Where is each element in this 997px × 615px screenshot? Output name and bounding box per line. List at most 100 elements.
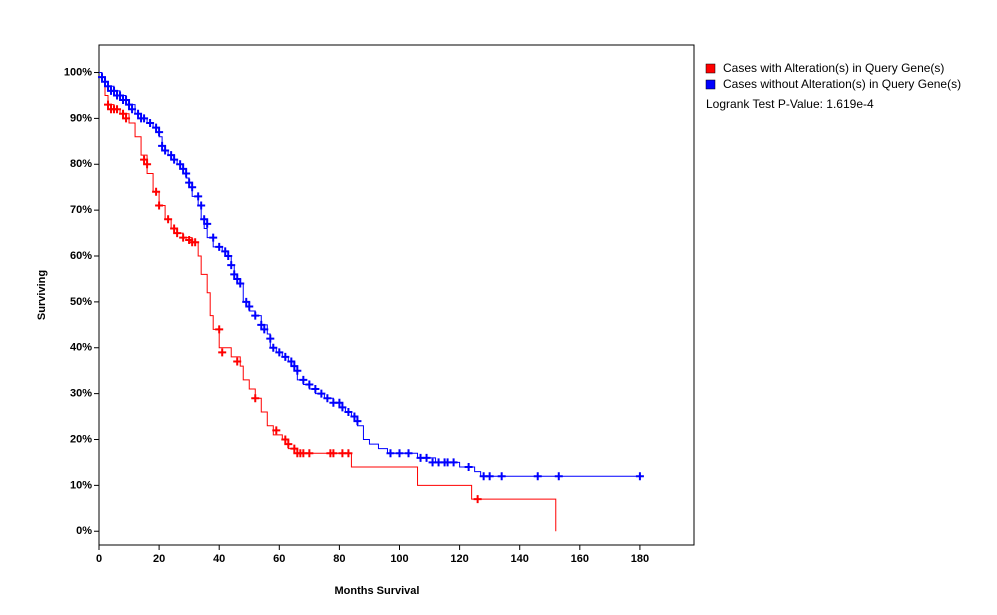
y-axis-title: Surviving (36, 270, 48, 320)
censor-mark (122, 114, 131, 123)
censor-mark (188, 183, 197, 192)
y-tick-label: 10% (70, 479, 92, 491)
censor-mark (497, 472, 506, 481)
censor-mark (386, 449, 395, 458)
censor-mark (344, 407, 353, 416)
censor-mark (335, 398, 344, 407)
x-tick-label: 140 (511, 553, 529, 565)
x-tick-label: 60 (273, 553, 285, 565)
censor-mark (185, 178, 194, 187)
censor-mark (200, 215, 209, 224)
censor-mark (119, 109, 128, 118)
x-tick-label: 20 (153, 553, 165, 565)
x-axis-title: Months Survival (335, 585, 420, 597)
logrank-annotation: Logrank Test P-Value: 1.619e-4 (706, 97, 874, 111)
censor-mark (233, 274, 242, 283)
censor-mark (170, 224, 179, 233)
censor-mark (221, 247, 230, 256)
censor-mark (251, 311, 260, 320)
censor-mark (260, 325, 269, 334)
censor-mark (305, 449, 314, 458)
censor-mark (242, 297, 251, 306)
censor-mark (98, 73, 107, 82)
censor-mark (236, 279, 245, 288)
censor-mark (290, 444, 299, 453)
y-tick-label: 50% (70, 296, 92, 308)
censor-mark (122, 96, 131, 105)
censor-mark (176, 160, 185, 169)
legend-label: Cases without Alteration(s) in Query Gen… (723, 77, 961, 91)
censor-mark (197, 201, 206, 210)
censor-mark (395, 449, 404, 458)
censor-mark (104, 100, 113, 109)
censor-mark (140, 155, 149, 164)
y-tick-label: 40% (70, 342, 92, 354)
censor-mark (140, 114, 149, 123)
censor-mark (179, 233, 188, 242)
censor-mark (170, 155, 179, 164)
x-tick-label: 120 (450, 553, 468, 565)
censor-mark (164, 215, 173, 224)
censor-mark (338, 403, 347, 412)
survival-curve (99, 72, 640, 477)
censor-mark (209, 233, 218, 242)
censor-mark (224, 252, 233, 261)
censor-mark (257, 320, 266, 329)
x-tick-label: 0 (96, 553, 102, 565)
censor-mark (323, 394, 332, 403)
censor-mark (155, 201, 164, 210)
censor-mark (287, 357, 296, 366)
censor-mark (635, 472, 644, 481)
censor-mark (101, 77, 110, 86)
censor-mark (215, 242, 224, 251)
y-tick-label: 30% (70, 388, 92, 400)
censor-mark (155, 128, 164, 137)
censor-mark (266, 334, 275, 343)
y-tick-label: 80% (70, 158, 92, 170)
censor-mark (473, 495, 482, 504)
legend-swatch (705, 63, 716, 74)
censor-mark (104, 82, 113, 91)
censor-mark (230, 270, 239, 279)
x-tick-label: 160 (571, 553, 589, 565)
censor-mark (179, 164, 188, 173)
y-tick-label: 100% (64, 66, 92, 78)
y-tick-label: 0% (76, 525, 92, 537)
x-tick-label: 100 (390, 553, 408, 565)
censor-mark (173, 229, 182, 238)
censor-mark (485, 472, 494, 481)
censor-mark (152, 123, 161, 132)
censor-mark (110, 86, 119, 95)
censor-mark (116, 91, 125, 100)
censor-mark (233, 357, 242, 366)
censor-mark (203, 219, 212, 228)
censor-mark (311, 385, 320, 394)
plot-frame (98, 44, 695, 546)
censor-mark (134, 109, 143, 118)
censor-mark (329, 449, 338, 458)
censor-mark (449, 458, 458, 467)
censor-mark (554, 472, 563, 481)
censor-mark (152, 187, 161, 196)
censor-mark (284, 440, 293, 449)
censor-mark (182, 169, 191, 178)
censor-mark (218, 348, 227, 357)
censor-mark (281, 352, 290, 361)
legend-label: Cases with Alteration(s) in Query Gene(s… (723, 61, 944, 75)
censor-mark (245, 302, 254, 311)
censor-mark (191, 238, 200, 247)
censor-mark (422, 453, 431, 462)
censor-mark (281, 435, 290, 444)
censor-mark (317, 389, 326, 398)
censor-mark (269, 343, 278, 352)
censor-mark (272, 426, 281, 435)
censor-mark (464, 463, 473, 472)
x-tick-label: 180 (631, 553, 649, 565)
censor-mark (353, 417, 362, 426)
y-tick-label: 70% (70, 204, 92, 216)
censor-mark (344, 449, 353, 458)
censor-mark (158, 141, 167, 150)
censor-mark (215, 325, 224, 334)
censor-mark (533, 472, 542, 481)
y-tick-label: 60% (70, 250, 92, 262)
